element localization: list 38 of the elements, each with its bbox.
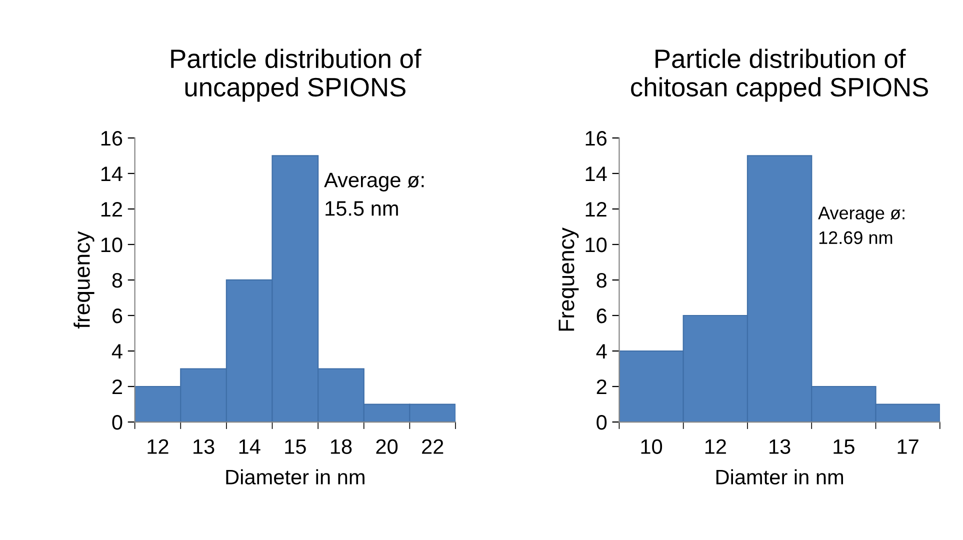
y-tick-label: 12 <box>586 202 606 217</box>
y-tick-label: 10 <box>586 237 607 252</box>
y-tick-label: 12 <box>101 202 122 217</box>
y-tick-label: 4 <box>112 344 122 359</box>
y-tick-label: 4 <box>596 344 607 359</box>
x-tick-label: 15 <box>834 439 854 454</box>
x-tick-label: 22 <box>422 439 444 454</box>
y-tick-label: 0 <box>596 415 607 430</box>
y-tick-label: 8 <box>112 272 122 288</box>
x-tick-label: 10 <box>641 439 662 454</box>
y-tick-label: 14 <box>586 166 607 182</box>
chart-title: Particle distribution of chitosan capped SPIONS <box>631 48 928 102</box>
x-tick-label: 15 <box>285 439 306 454</box>
y-tick-label: 0 <box>112 415 122 430</box>
x-tick-label: 20 <box>376 439 398 454</box>
y-tick-label: 2 <box>112 380 122 394</box>
y-axis-title: Frequency <box>558 228 579 331</box>
y-tick-label: 8 <box>596 272 606 288</box>
x-tick-label: 17 <box>898 439 918 454</box>
x-axis-title: Diamter in nm <box>716 469 844 485</box>
x-tick-label: 12 <box>148 439 168 454</box>
x-tick-label: 12 <box>705 439 726 454</box>
y-tick-label: 6 <box>112 308 122 324</box>
chart-title: Particle distribution of uncapped SPIONS <box>171 48 422 102</box>
x-tick-label: 13 <box>194 439 214 454</box>
x-tick-label: 13 <box>770 439 790 454</box>
y-tick-label: 16 <box>101 130 122 146</box>
annotation: Average ø: 15.5 nm <box>324 172 424 216</box>
y-tick-label: 6 <box>596 308 606 324</box>
y-tick-label: 2 <box>596 380 606 394</box>
y-tick-label: 10 <box>101 237 122 252</box>
y-tick-label: 16 <box>586 130 606 146</box>
x-tick-label: 18 <box>330 439 352 454</box>
x-tick-label: 14 <box>239 439 260 454</box>
x-axis-title: Diameter in nm <box>226 469 364 485</box>
annotation: Average ø: 12.69 nm <box>818 206 904 244</box>
y-tick-label: 14 <box>101 166 122 182</box>
y-axis-title: frequency <box>74 231 94 328</box>
